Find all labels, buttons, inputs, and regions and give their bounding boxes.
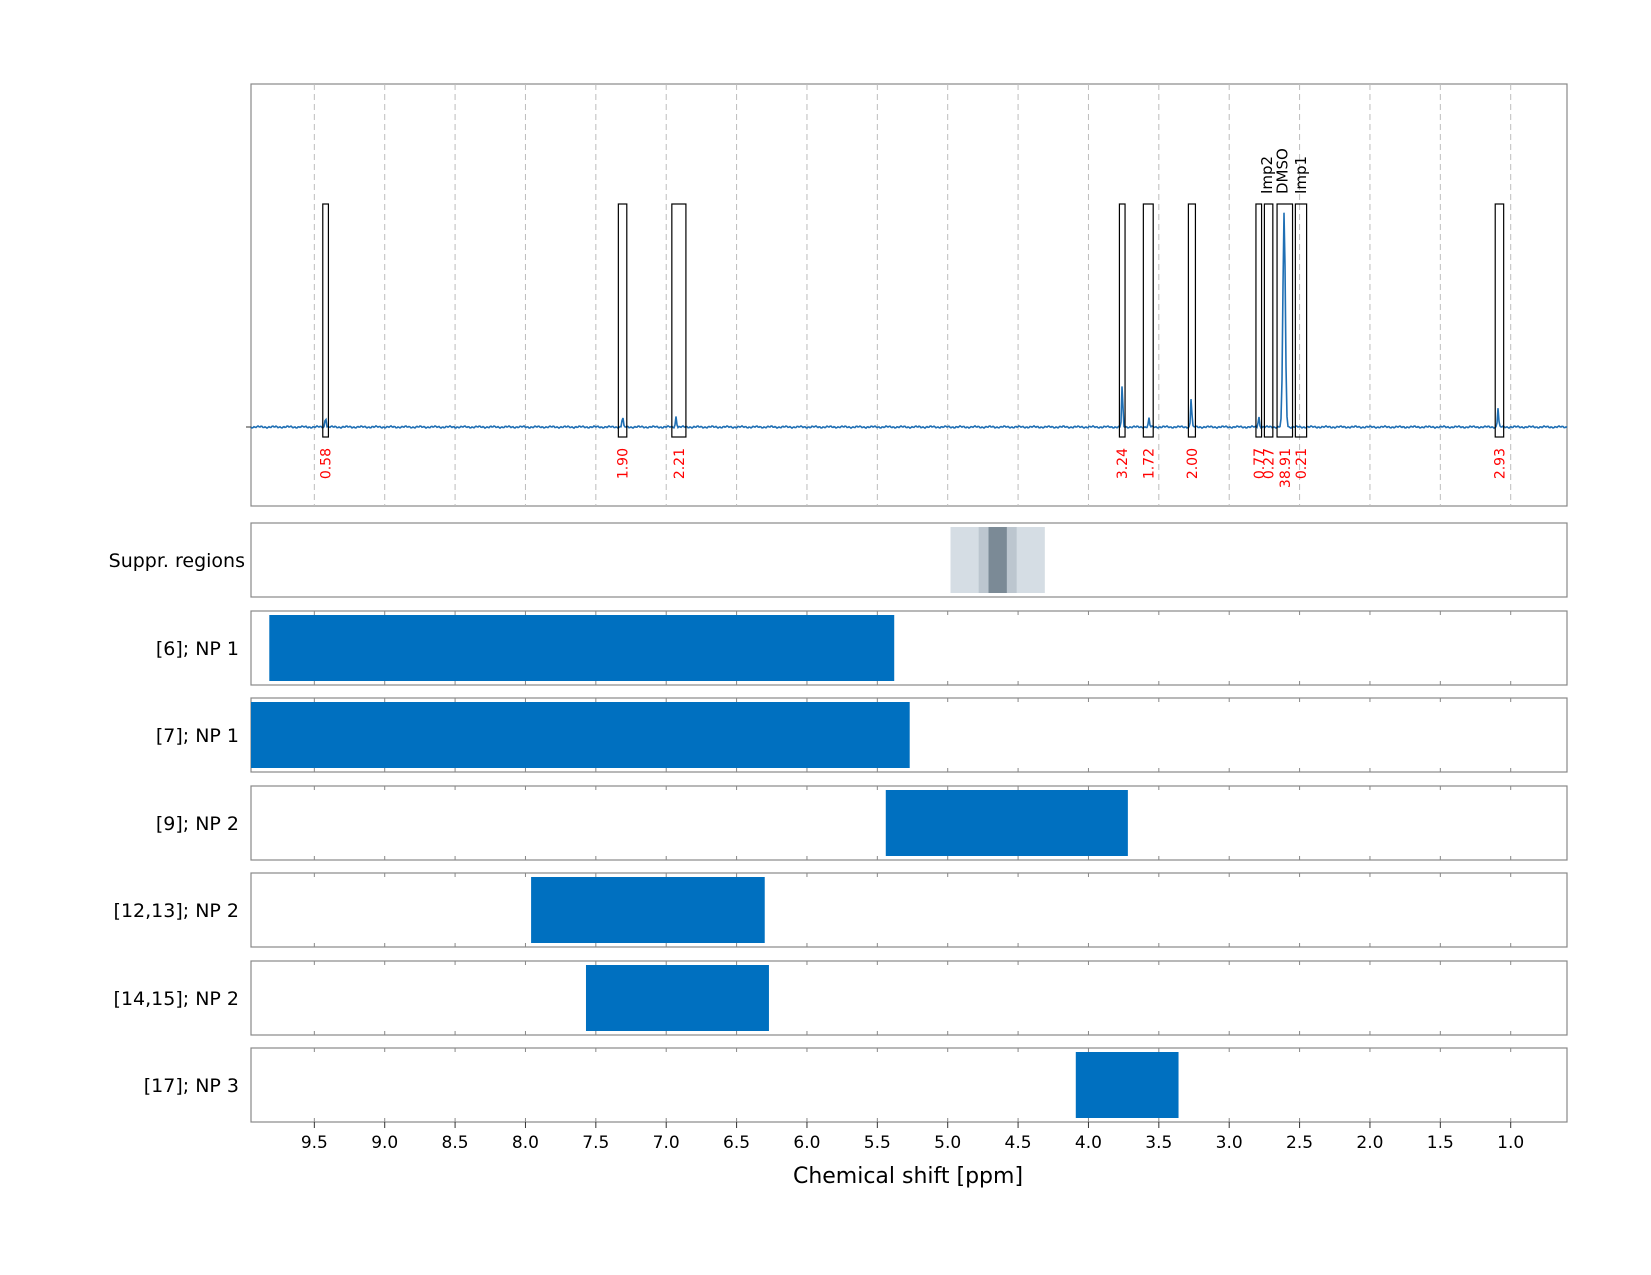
x-tick-label: 8.0: [512, 1133, 539, 1153]
integral-box: [1276, 203, 1294, 438]
integral-box: [1255, 203, 1263, 438]
integral-box: [1118, 203, 1126, 438]
peak-annotation: Imp2: [1258, 156, 1276, 194]
x-tick-label: 6.5: [723, 1133, 750, 1153]
integral-label: 1.90: [616, 448, 632, 479]
integral-label: 2.21: [672, 448, 688, 479]
row-label: [6]; NP 1: [156, 638, 239, 660]
assignment-bar: [885, 790, 1128, 856]
x-tick-label: 2.5: [1286, 1133, 1313, 1153]
peak-annotation: Imp1: [1292, 156, 1310, 194]
x-tick-label: 8.5: [442, 1133, 469, 1153]
x-tick-label: 6.0: [793, 1133, 820, 1153]
row-frame: [250, 960, 1568, 1036]
x-tick-label: 7.0: [653, 1133, 680, 1153]
x-tick-label: 1.0: [1497, 1133, 1524, 1153]
assignment-bar: [585, 965, 769, 1031]
assignment-bar: [1075, 1052, 1179, 1118]
row-frame: [250, 1047, 1568, 1123]
spectrum-trace: [250, 212, 1568, 430]
integral-label: 38.91: [1278, 448, 1294, 488]
suppression-frame: [250, 522, 1568, 598]
suppression-panel: Suppr. regions: [109, 522, 1568, 598]
x-tick-label: 3.0: [1216, 1133, 1243, 1153]
integral-box: [1142, 203, 1154, 438]
x-tick-label: 5.5: [864, 1133, 891, 1153]
row-label: [9]; NP 2: [156, 813, 239, 835]
x-tick-label: 2.0: [1356, 1133, 1383, 1153]
row-label: [12,13]; NP 2: [114, 900, 239, 922]
row-label: [14,15]; NP 2: [114, 988, 239, 1010]
row-frame: [250, 872, 1568, 948]
integral-label: 0.27: [1262, 448, 1278, 479]
x-tick-label: 7.5: [582, 1133, 609, 1153]
integral-box: [1294, 203, 1308, 438]
suppression-region: [988, 527, 1007, 593]
row-label: [17]; NP 3: [144, 1075, 239, 1097]
integral-label: 0.77: [1252, 448, 1268, 479]
integral-label: 2.93: [1492, 448, 1508, 479]
suppression-label: Suppr. regions: [109, 550, 245, 572]
peak-annotation: DMSO: [1274, 148, 1292, 194]
assignment-bar: [531, 877, 765, 943]
integral-label: 1.72: [1141, 448, 1157, 479]
row-label: [7]; NP 1: [156, 725, 239, 747]
x-tick-label: 5.0: [934, 1133, 961, 1153]
spectrum-frame: [250, 83, 1568, 507]
integral-box: [1263, 203, 1274, 438]
assignment-rows: [6]; NP 1 [7]; NP 1 [9]; NP 2 [12,13]; NP 2…: [114, 610, 1568, 1123]
integral-box: [671, 203, 687, 438]
x-axis: 9.5 9.0 8.5 8.0 7.5 7.0 6.5 6.0 5.5 5.0 4.5 4.0 3.5 3…: [301, 1122, 1524, 1153]
integral-box: [1494, 203, 1505, 438]
integral-box: [1187, 203, 1197, 438]
integral-box: [322, 203, 330, 438]
assignment-bar: [269, 615, 895, 681]
x-tick-label: 9.5: [301, 1133, 328, 1153]
spectrum-panel: 0.58 1.90 2.21 3.24 1.72 2.00 0.770.27 38.91 0.2…: [246, 83, 1568, 507]
x-tick-label: 4.5: [1005, 1133, 1032, 1153]
x-tick-label: 4.0: [1075, 1133, 1102, 1153]
x-axis-title: Chemical shift [ppm]: [793, 1164, 1023, 1189]
assignment-bar: [251, 702, 910, 768]
integral-box: [617, 203, 628, 438]
x-tick-label: 3.5: [1145, 1133, 1172, 1153]
integral-label: 0.58: [319, 448, 335, 479]
integral-label: 0.21: [1294, 448, 1310, 479]
integral-label: 3.24: [1115, 448, 1131, 479]
x-tick-label: 9.0: [371, 1133, 398, 1153]
integral-label: 2.00: [1185, 448, 1201, 479]
x-tick-label: 1.5: [1427, 1133, 1454, 1153]
